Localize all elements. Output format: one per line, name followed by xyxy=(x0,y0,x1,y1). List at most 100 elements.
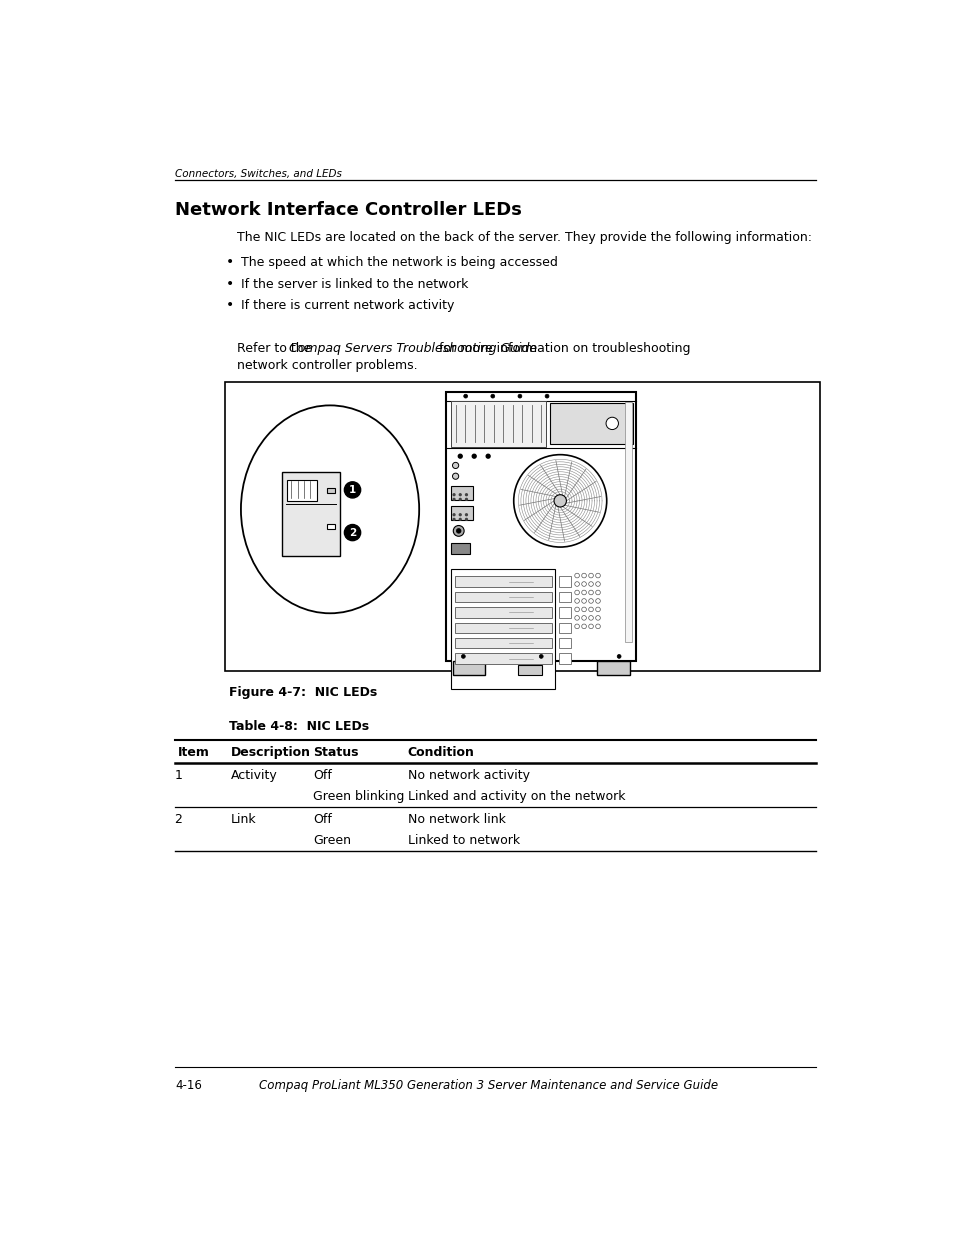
FancyBboxPatch shape xyxy=(225,383,819,671)
FancyBboxPatch shape xyxy=(327,488,335,493)
Circle shape xyxy=(595,590,599,595)
FancyBboxPatch shape xyxy=(558,577,570,587)
Circle shape xyxy=(458,514,460,516)
Circle shape xyxy=(574,608,578,611)
Circle shape xyxy=(452,462,458,468)
Text: •: • xyxy=(225,299,233,312)
FancyBboxPatch shape xyxy=(558,608,570,618)
Circle shape xyxy=(458,499,460,500)
Text: Linked to network: Linked to network xyxy=(407,834,519,846)
Circle shape xyxy=(465,514,467,516)
Circle shape xyxy=(544,394,548,398)
Circle shape xyxy=(491,394,495,398)
Text: Refer to the: Refer to the xyxy=(236,342,315,356)
Circle shape xyxy=(574,599,578,603)
Circle shape xyxy=(517,394,521,398)
Text: Activity: Activity xyxy=(231,769,277,782)
Text: Off: Off xyxy=(313,769,332,782)
Text: Description: Description xyxy=(231,746,311,760)
Circle shape xyxy=(574,590,578,595)
FancyBboxPatch shape xyxy=(327,524,335,529)
Circle shape xyxy=(465,499,467,500)
Text: Network Interface Controller LEDs: Network Interface Controller LEDs xyxy=(174,200,521,219)
Text: If the server is linked to the network: If the server is linked to the network xyxy=(241,278,468,290)
Ellipse shape xyxy=(241,405,418,614)
FancyBboxPatch shape xyxy=(451,569,555,689)
Text: 1: 1 xyxy=(349,485,355,495)
FancyBboxPatch shape xyxy=(452,661,484,674)
Circle shape xyxy=(453,499,455,500)
Text: 1: 1 xyxy=(174,769,182,782)
Text: No network link: No network link xyxy=(407,813,505,826)
Circle shape xyxy=(538,655,542,658)
Circle shape xyxy=(554,495,566,508)
FancyBboxPatch shape xyxy=(455,653,551,663)
Circle shape xyxy=(465,494,467,495)
Text: Connectors, Switches, and LEDs: Connectors, Switches, and LEDs xyxy=(174,169,341,179)
Circle shape xyxy=(574,582,578,587)
Text: Status: Status xyxy=(313,746,358,760)
Circle shape xyxy=(344,525,360,541)
Text: Green blinking: Green blinking xyxy=(313,789,404,803)
Text: The NIC LEDs are located on the back of the server. They provide the following i: The NIC LEDs are located on the back of … xyxy=(236,231,811,245)
Text: Compaq ProLiant ML350 Generation 3 Server Maintenance and Service Guide: Compaq ProLiant ML350 Generation 3 Serve… xyxy=(259,1079,718,1092)
Text: •: • xyxy=(225,277,233,290)
Circle shape xyxy=(605,417,618,430)
Text: Link: Link xyxy=(231,813,256,826)
FancyBboxPatch shape xyxy=(455,608,551,618)
FancyBboxPatch shape xyxy=(517,666,541,674)
Circle shape xyxy=(588,582,593,587)
FancyBboxPatch shape xyxy=(558,638,570,648)
Circle shape xyxy=(588,615,593,620)
Circle shape xyxy=(513,454,606,547)
Circle shape xyxy=(453,526,464,536)
FancyBboxPatch shape xyxy=(549,403,633,443)
Circle shape xyxy=(344,482,360,498)
Text: 2: 2 xyxy=(349,527,355,537)
Circle shape xyxy=(588,624,593,629)
Text: •: • xyxy=(225,256,233,269)
FancyBboxPatch shape xyxy=(451,506,472,520)
Circle shape xyxy=(581,615,586,620)
Text: Green: Green xyxy=(313,834,351,846)
FancyBboxPatch shape xyxy=(455,638,551,648)
FancyBboxPatch shape xyxy=(624,401,631,642)
FancyBboxPatch shape xyxy=(451,401,545,447)
Circle shape xyxy=(453,519,455,520)
Text: Linked and activity on the network: Linked and activity on the network xyxy=(407,789,624,803)
Circle shape xyxy=(465,519,467,520)
FancyBboxPatch shape xyxy=(282,472,340,556)
Circle shape xyxy=(581,573,586,578)
FancyBboxPatch shape xyxy=(597,661,629,674)
Text: 2: 2 xyxy=(174,813,182,826)
Circle shape xyxy=(453,514,455,516)
Circle shape xyxy=(581,582,586,587)
Circle shape xyxy=(458,494,460,495)
Circle shape xyxy=(588,599,593,603)
Circle shape xyxy=(453,494,455,495)
Circle shape xyxy=(595,608,599,611)
FancyBboxPatch shape xyxy=(455,592,551,603)
Text: Condition: Condition xyxy=(407,746,474,760)
Text: network controller problems.: network controller problems. xyxy=(236,359,417,372)
Text: Compaq Servers Troubleshooting Guide: Compaq Servers Troubleshooting Guide xyxy=(289,342,537,356)
Circle shape xyxy=(457,454,461,458)
Circle shape xyxy=(461,655,465,658)
FancyBboxPatch shape xyxy=(287,480,316,501)
Circle shape xyxy=(588,608,593,611)
Circle shape xyxy=(588,590,593,595)
Text: Off: Off xyxy=(313,813,332,826)
Circle shape xyxy=(588,573,593,578)
Circle shape xyxy=(456,529,460,534)
Circle shape xyxy=(574,573,578,578)
Circle shape xyxy=(472,454,476,458)
Text: No network activity: No network activity xyxy=(407,769,529,782)
Circle shape xyxy=(581,608,586,611)
Circle shape xyxy=(595,624,599,629)
FancyBboxPatch shape xyxy=(446,391,636,661)
Circle shape xyxy=(595,615,599,620)
Text: If there is current network activity: If there is current network activity xyxy=(241,299,454,312)
FancyBboxPatch shape xyxy=(455,622,551,632)
Circle shape xyxy=(581,590,586,595)
Text: for more information on troubleshooting: for more information on troubleshooting xyxy=(434,342,689,356)
